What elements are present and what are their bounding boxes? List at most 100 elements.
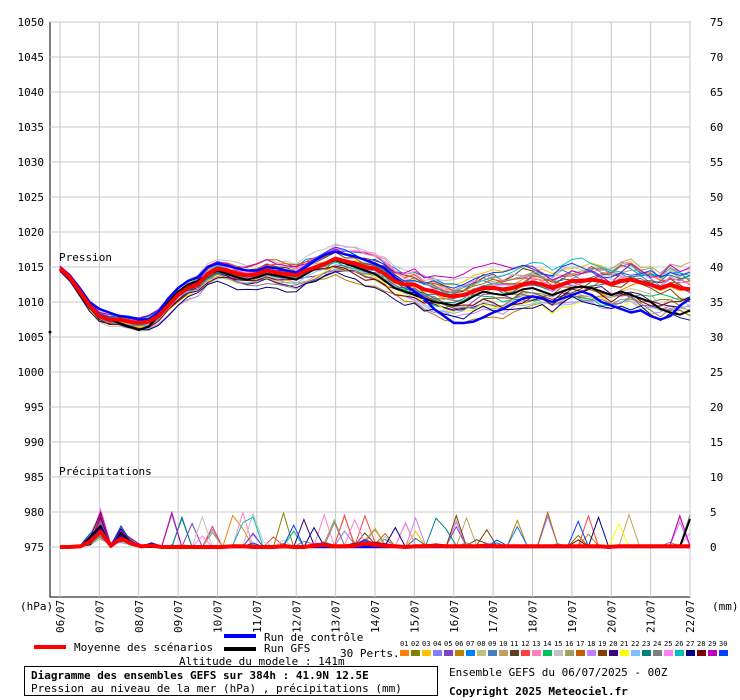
chart-title: Diagramme des ensembles GEFS sur 384h : … bbox=[31, 669, 369, 682]
mean-pressure-line bbox=[58, 256, 691, 325]
pert-legend-swatch bbox=[499, 650, 508, 656]
pert-legend-swatch bbox=[466, 650, 475, 656]
legend-mean-line bbox=[34, 645, 66, 649]
pert-legend-number: 06 bbox=[455, 640, 464, 648]
pert-legend-number: 26 bbox=[675, 640, 684, 648]
x-tick-label: 14/07 bbox=[369, 600, 382, 633]
x-tick-label: 21/07 bbox=[645, 600, 658, 633]
pert-pressure-line-28 bbox=[59, 265, 691, 330]
pert-legend-number: 01 bbox=[400, 640, 409, 648]
pert-legend-number: 09 bbox=[488, 640, 497, 648]
copyright: Copyright 2025 Meteociel.fr bbox=[449, 685, 628, 698]
pert-legend-swatch bbox=[521, 650, 530, 656]
pert-legend-number: 22 bbox=[631, 640, 640, 648]
right-tick-label: 10 bbox=[710, 471, 723, 484]
x-tick-label: 08/07 bbox=[133, 600, 146, 633]
mean-precip-line bbox=[60, 529, 690, 549]
x-tick-label: 20/07 bbox=[605, 600, 618, 633]
left-tick-label: 975 bbox=[24, 541, 44, 554]
run-info: Ensemble GEFS du 06/07/2025 - 00Z bbox=[449, 666, 668, 679]
left-axis-unit: (hPa) bbox=[20, 600, 54, 613]
pert-legend-number: 17 bbox=[576, 640, 585, 648]
pert-legend-number: 05 bbox=[444, 640, 453, 648]
control-pressure-line bbox=[59, 250, 691, 325]
pert-legend-number: 16 bbox=[565, 640, 574, 648]
pert-legend-swatch bbox=[653, 650, 662, 656]
right-tick-label: 70 bbox=[710, 51, 723, 64]
left-tick-label: 985 bbox=[24, 471, 44, 484]
pert-legend-swatch bbox=[620, 650, 629, 656]
pert-legend-number: 19 bbox=[598, 640, 607, 648]
x-tick-label: 09/07 bbox=[172, 600, 185, 633]
x-tick-label: 11/07 bbox=[251, 600, 264, 633]
pert-legend-swatch bbox=[477, 650, 486, 656]
left-tick-label: 1010 bbox=[18, 296, 45, 309]
legend-mean-label: Moyenne des scénarios bbox=[74, 641, 214, 654]
legend-gfs-label: Run GFS bbox=[264, 642, 311, 655]
pert-legend-swatch bbox=[433, 650, 442, 656]
pert-legend-swatch bbox=[543, 650, 552, 656]
pert-legend-number: 21 bbox=[620, 640, 629, 648]
x-tick-label: 13/07 bbox=[330, 600, 343, 633]
pert-legend-swatch bbox=[411, 650, 420, 656]
chart-grid bbox=[49, 21, 691, 598]
pert-legend-number: 29 bbox=[708, 640, 717, 648]
pert-legend-swatch bbox=[488, 650, 497, 656]
pert-legend-swatch bbox=[598, 650, 607, 656]
pert-legend-number: 28 bbox=[697, 640, 706, 648]
pert-legend-swatch bbox=[686, 650, 695, 656]
precip-label: Précipitations bbox=[59, 465, 152, 478]
right-tick-label: 20 bbox=[710, 401, 723, 414]
left-tick-label: 990 bbox=[24, 436, 44, 449]
isolated-marker bbox=[48, 330, 52, 334]
pert-legend-number: 25 bbox=[664, 640, 673, 648]
pert-legend-number: 20 bbox=[609, 640, 618, 648]
x-tick-label: 17/07 bbox=[487, 600, 500, 633]
x-tick-label: 10/07 bbox=[212, 600, 225, 633]
main-series bbox=[48, 250, 691, 549]
pert-legend-number: 14 bbox=[543, 640, 552, 648]
chart-subtitle: Pression au niveau de la mer (hPa) , pré… bbox=[31, 682, 402, 695]
pert-legend-number: 07 bbox=[466, 640, 475, 648]
right-tick-label: 15 bbox=[710, 436, 723, 449]
pert-legend-swatch bbox=[697, 650, 706, 656]
right-tick-label: 40 bbox=[710, 261, 723, 274]
right-tick-label: 60 bbox=[710, 121, 723, 134]
right-tick-label: 5 bbox=[710, 506, 717, 519]
left-tick-label: 1040 bbox=[18, 86, 45, 99]
pert-pressure-line-27 bbox=[59, 270, 691, 331]
x-tick-label: 15/07 bbox=[408, 600, 421, 633]
pert-legend-swatch bbox=[576, 650, 585, 656]
left-tick-label: 1025 bbox=[18, 191, 45, 204]
pert-legend-number: 11 bbox=[510, 640, 519, 648]
left-tick-label: 995 bbox=[24, 401, 44, 414]
pressure-label: Pression bbox=[59, 251, 112, 264]
pert-legend-swatch bbox=[532, 650, 541, 656]
pert-legend-number: 18 bbox=[587, 640, 596, 648]
right-tick-label: 45 bbox=[710, 226, 723, 239]
left-tick-label: 1035 bbox=[18, 121, 45, 134]
legend-perts-label: 30 Perts. bbox=[340, 647, 400, 660]
pert-legend-swatch bbox=[719, 650, 728, 656]
right-tick-label: 35 bbox=[710, 296, 723, 309]
pert-legend-swatch bbox=[510, 650, 519, 656]
x-tick-label: 19/07 bbox=[566, 600, 579, 633]
left-tick-label: 1005 bbox=[18, 331, 45, 344]
plot-area bbox=[49, 21, 691, 598]
pert-legend-number: 23 bbox=[642, 640, 651, 648]
pert-legend-number: 27 bbox=[686, 640, 695, 648]
left-tick-label: 1030 bbox=[18, 156, 45, 169]
left-tick-label: 980 bbox=[24, 506, 44, 519]
right-tick-label: 50 bbox=[710, 191, 723, 204]
pert-legend-swatch bbox=[609, 650, 618, 656]
pert-legend-number: 03 bbox=[422, 640, 431, 648]
pert-legend-number: 10 bbox=[499, 640, 508, 648]
legend-gfs-line bbox=[224, 647, 256, 651]
x-tick-label: 07/07 bbox=[93, 600, 106, 633]
pert-legend-swatch bbox=[631, 650, 640, 656]
axis-ticks: 975 0 980 5 985 10 990 15 995 20 1000 25 1005 30 1010 3… bbox=[18, 16, 724, 633]
pert-legend-swatch bbox=[400, 650, 409, 656]
right-tick-label: 0 bbox=[710, 541, 717, 554]
legend-control-label: Run de contrôle bbox=[264, 631, 364, 644]
